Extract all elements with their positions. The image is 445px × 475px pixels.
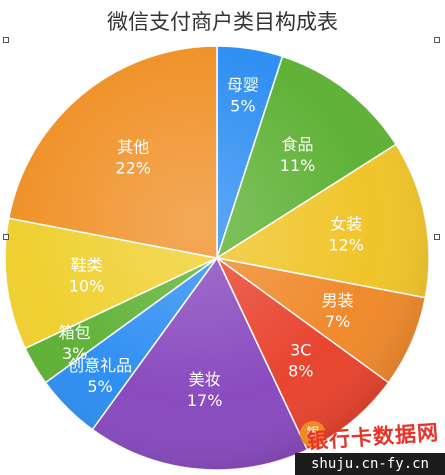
- slice-label: 母婴: [227, 76, 259, 95]
- slice-value-label: 5%: [230, 97, 255, 116]
- chart-title: 微信支付商户类目构成表: [107, 10, 338, 34]
- slice-label: 女装: [330, 214, 362, 233]
- slice-label: 男装: [322, 291, 354, 310]
- slice-label: 美妆: [189, 370, 221, 389]
- slice-value-label: 10%: [69, 276, 105, 295]
- pie-labels: 母婴 5% 食品 11% 女装 12% 男装 7% 3C 8% 美妆 17% 创意礼品 5% 箱包 3% 鞋类 1…: [59, 76, 364, 410]
- slice-value-label: 17%: [187, 391, 223, 410]
- slice-label: 3C: [290, 340, 311, 359]
- slice-label: 鞋类: [71, 255, 103, 274]
- watermark-logo: 银: [300, 421, 326, 447]
- slice-label: 其他: [117, 138, 149, 157]
- watermark-domain: shuju.cn-fy.cn: [295, 453, 445, 475]
- resize-handle-top-right[interactable]: [434, 37, 440, 43]
- slice-value-label: 11%: [280, 156, 316, 175]
- slice-label: 箱包: [59, 323, 91, 342]
- resize-handle-mid-left[interactable]: [3, 234, 9, 240]
- slice-value-label: 5%: [87, 377, 112, 396]
- resize-handle-top-left[interactable]: [3, 37, 9, 43]
- slice-value-label: 12%: [328, 235, 364, 254]
- resize-handle-mid-right[interactable]: [434, 234, 440, 240]
- slice-value-label: 3%: [62, 344, 87, 363]
- slice-label: 食品: [282, 135, 314, 154]
- slice-value-label: 8%: [288, 361, 313, 380]
- slice-value-label: 22%: [115, 159, 151, 178]
- slice-value-label: 7%: [325, 312, 350, 331]
- slice-label: 创意礼品: [68, 356, 132, 375]
